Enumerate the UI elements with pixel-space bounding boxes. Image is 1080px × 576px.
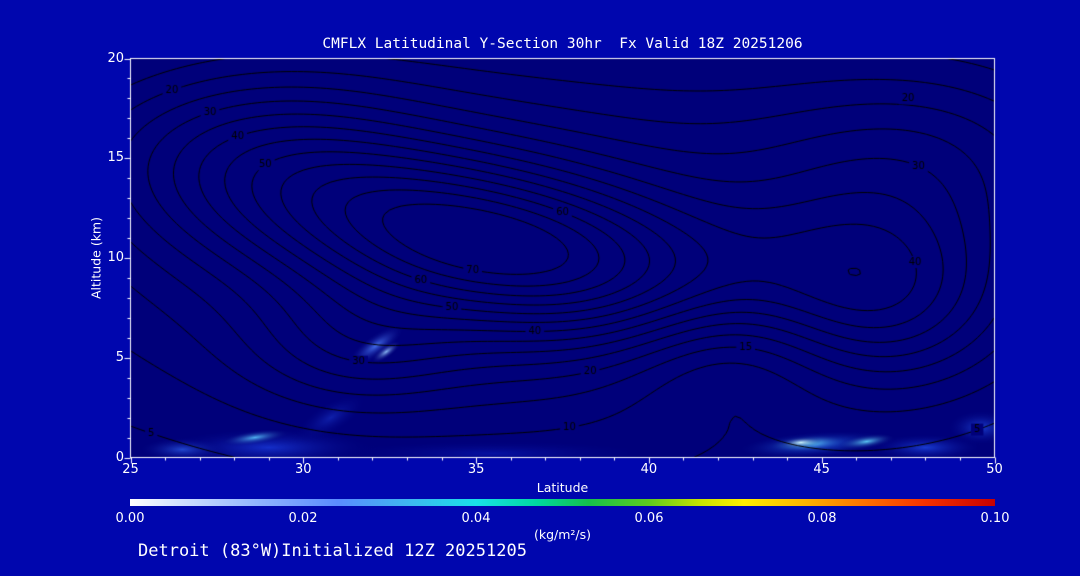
y-tick-label: 10 [107, 250, 124, 265]
colorbar-tick-label: 0.04 [461, 511, 491, 526]
colorbar [130, 499, 995, 506]
colorbar-tick-label: 0.00 [115, 511, 145, 526]
x-tick-label: 35 [467, 462, 485, 477]
x-tick-label: 25 [122, 462, 139, 477]
colorbar-tick-label: 0.02 [288, 511, 318, 526]
y-tick-label: 15 [107, 150, 124, 166]
x-tick-label: 40 [640, 462, 658, 477]
station-init-label: Detroit (83°W)Initialized 12Z 20251205 [138, 541, 527, 561]
y-tick-label: 5 [115, 349, 124, 365]
x-tick-label: 30 [295, 462, 312, 477]
colorbar-tick-label: 0.06 [634, 511, 664, 526]
x-tick-label: 50 [986, 462, 1003, 477]
colorbar-units-label: (kg/m²/s) [533, 527, 592, 542]
colorbar-tick-label: 0.10 [980, 511, 1010, 526]
colorbar-tick-label: 0.08 [807, 511, 837, 526]
y-tick-label: 0 [115, 449, 124, 465]
y-tick-label: 20 [107, 50, 124, 66]
x-axis-label: Latitude [536, 480, 589, 495]
x-tick-label: 45 [813, 462, 830, 477]
plot-title: CMFLX Latitudinal Y-Section 30hr Fx Vali… [322, 36, 803, 52]
